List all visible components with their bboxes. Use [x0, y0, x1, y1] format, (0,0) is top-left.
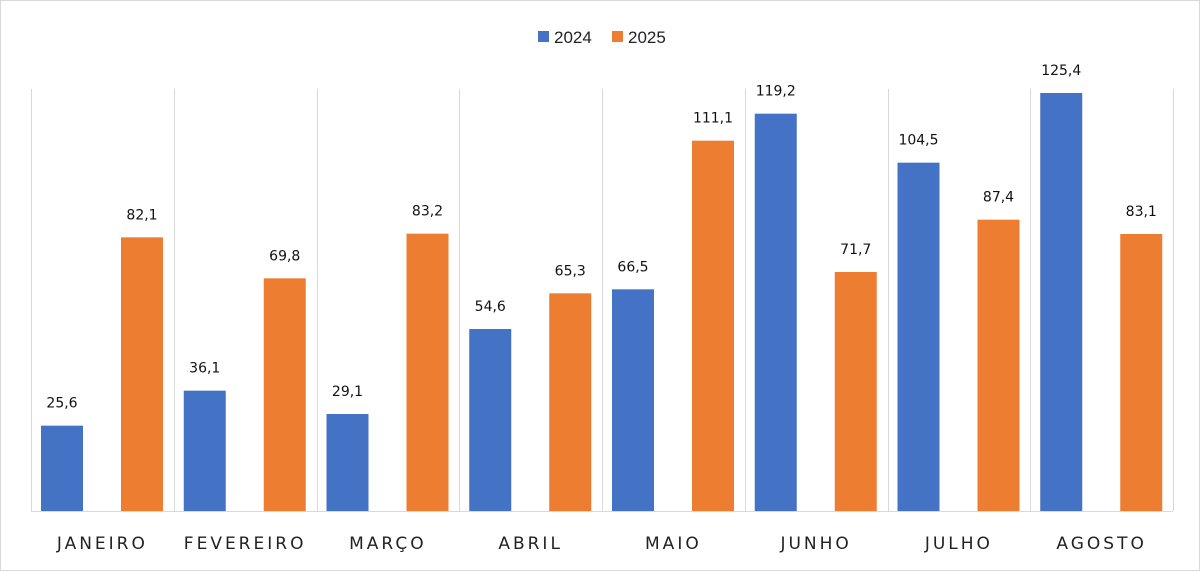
legend-label-2025: 2025 [628, 28, 666, 47]
data-label-2024-janeiro: 25,6 [46, 396, 77, 412]
category-label-fevereiro: FEVEREIRO [184, 534, 307, 554]
data-label-2025-abril: 65,3 [555, 263, 586, 279]
data-label-2024-abril: 54,6 [475, 299, 506, 315]
category-label-março: MARÇO [349, 534, 427, 554]
bar-2024-julho [897, 162, 940, 511]
bar-2025-junho [834, 272, 877, 511]
bar-2024-fevereiro [183, 390, 226, 511]
data-label-2025-janeiro: 82,1 [126, 207, 157, 223]
category-label-maio: MAIO [645, 534, 702, 554]
bar-2025-março [406, 233, 449, 511]
data-label-2024-julho: 104,5 [898, 133, 938, 149]
bar-2024-agosto [1040, 93, 1083, 511]
category-labels: JANEIRO FEVEREIRO MARÇO ABRIL MAIO JUNHO JULHO… [56, 534, 1146, 554]
category-label-abril: ABRIL [498, 534, 563, 554]
bar-2024-junho [754, 113, 797, 512]
bar-2025-janeiro [121, 237, 163, 512]
bar-2024-maio [612, 289, 654, 511]
legend-swatch-2024 [538, 31, 549, 42]
data-label-2025-julho: 87,4 [983, 190, 1014, 206]
bar-2025-agosto [1120, 234, 1163, 511]
bar-2024-janeiro [41, 425, 83, 511]
data-label-2025-março: 83,2 [412, 204, 443, 220]
data-label-2024-fevereiro: 36,1 [189, 361, 220, 377]
bar-2025-julho [977, 219, 1020, 511]
bar-2025-maio [692, 140, 734, 511]
legend-swatch-2025 [612, 31, 623, 42]
bar-series [41, 93, 1163, 512]
legend: 2024 2025 [538, 28, 666, 47]
data-label-2025-maio: 111,1 [693, 111, 733, 127]
data-label-2024-agosto: 125,4 [1041, 63, 1081, 79]
data-label-2024-março: 29,1 [332, 384, 363, 400]
data-labels: 25,6 36,1 29,1 54,6 66,5 119,2 104,5 125,4 82,1 6… [46, 63, 1156, 412]
category-label-janeiro: JANEIRO [56, 534, 148, 554]
data-label-2025-fevereiro: 69,8 [269, 248, 300, 264]
data-label-2024-junho: 119,2 [756, 84, 796, 100]
category-label-agosto: AGOSTO [1056, 534, 1146, 554]
category-label-junho: JUNHO [779, 534, 851, 554]
bar-2025-abril [549, 293, 592, 511]
bar-2025-fevereiro [263, 278, 306, 511]
data-label-2025-agosto: 83,1 [1126, 204, 1157, 220]
data-label-2025-junho: 71,7 [840, 242, 871, 258]
category-separators [31, 89, 1174, 511]
bar-2024-abril [469, 329, 512, 511]
legend-label-2024: 2024 [554, 28, 592, 47]
data-label-2024-maio: 66,5 [617, 259, 648, 275]
bar-2024-março [326, 414, 369, 511]
category-label-julho: JULHO [924, 534, 993, 554]
